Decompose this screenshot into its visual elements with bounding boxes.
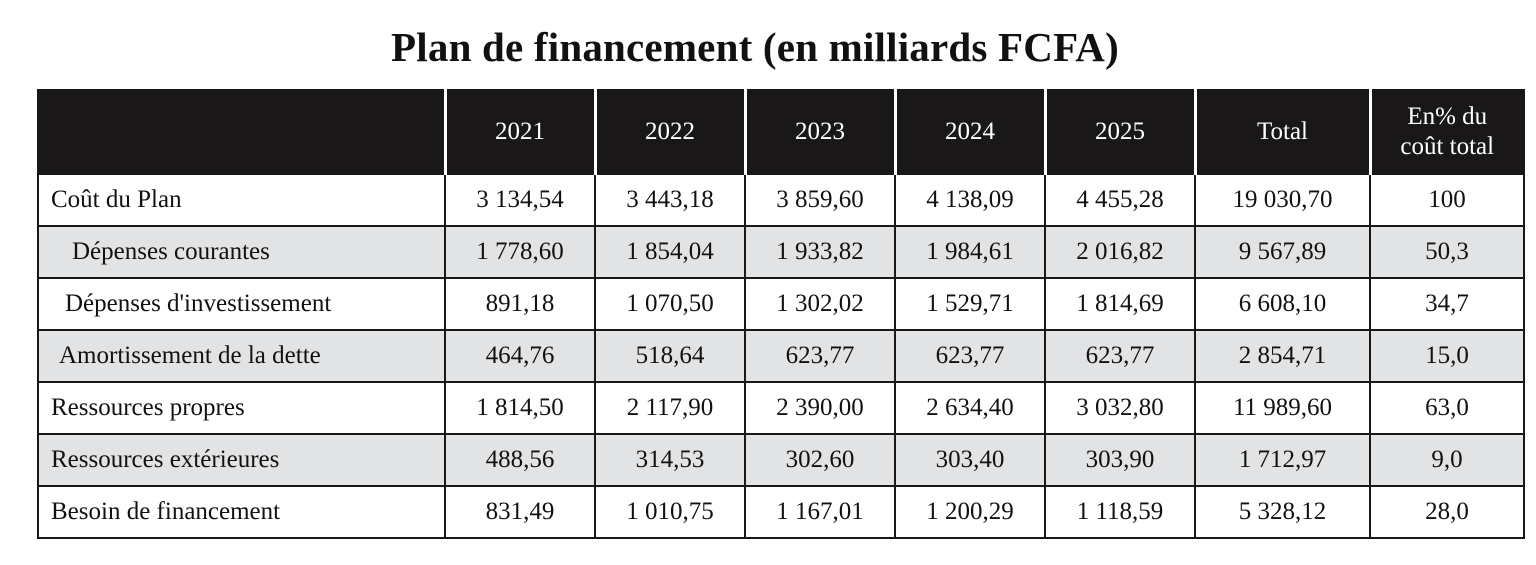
cell-2023: 1 167,01 [744,485,896,539]
cell-total: 5 328,12 [1194,485,1371,539]
cell-2024: 303,40 [894,433,1046,487]
cell-percent: 15,0 [1369,329,1525,383]
row-label: Amortissement de la dette [37,329,446,383]
table-row: Ressources propres 1 814,50 2 117,90 2 3… [37,381,1525,435]
cell-2025: 303,90 [1044,433,1196,487]
cell-2022: 518,64 [594,329,746,383]
row-label: Besoin de financement [37,485,446,539]
header-year-2023: 2023 [743,89,897,175]
cell-2021: 488,56 [444,433,596,487]
header-year-2022: 2022 [593,89,747,175]
row-label: Dépenses d'investissement [37,277,446,331]
table-row: Dépenses d'investissement 891,18 1 070,5… [37,277,1525,331]
cell-2023: 2 390,00 [744,381,896,435]
table-row: Dépenses courantes 1 778,60 1 854,04 1 9… [37,225,1525,279]
cell-2022: 3 443,18 [594,173,746,227]
cell-2022: 314,53 [594,433,746,487]
header-label-cell [37,89,447,175]
cell-2023: 1 302,02 [744,277,896,331]
row-label: Ressources propres [37,381,446,435]
header-total: Total [1193,89,1372,175]
cell-total: 19 030,70 [1194,173,1371,227]
header-percent-line1: En% du [1407,103,1488,130]
cell-total: 11 989,60 [1194,381,1371,435]
table-row: Besoin de financement 831,49 1 010,75 1 … [37,485,1525,539]
cell-2022: 1 854,04 [594,225,746,279]
cell-percent: 50,3 [1369,225,1525,279]
cell-2022: 1 010,75 [594,485,746,539]
row-label: Dépenses courantes [37,225,446,279]
cell-2024: 2 634,40 [894,381,1046,435]
cell-percent: 63,0 [1369,381,1525,435]
cell-total: 6 608,10 [1194,277,1371,331]
financing-table: 2021 2022 2023 2024 2025 Total En% du co… [37,89,1525,539]
cell-2021: 1 778,60 [444,225,596,279]
cell-percent: 28,0 [1369,485,1525,539]
cell-2024: 1 984,61 [894,225,1046,279]
cell-2021: 1 814,50 [444,381,596,435]
cell-2025: 3 032,80 [1044,381,1196,435]
cell-percent: 100 [1369,173,1525,227]
cell-2024: 1 200,29 [894,485,1046,539]
header-year-2024: 2024 [893,89,1047,175]
cell-2024: 1 529,71 [894,277,1046,331]
cell-2025: 1 118,59 [1044,485,1196,539]
cell-percent: 9,0 [1369,433,1525,487]
cell-2025: 623,77 [1044,329,1196,383]
cell-2025: 1 814,69 [1044,277,1196,331]
table-row: Ressources extérieures 488,56 314,53 302… [37,433,1525,487]
cell-2025: 2 016,82 [1044,225,1196,279]
row-label: Coût du Plan [37,173,446,227]
row-label: Ressources extérieures [37,433,446,487]
cell-2024: 4 138,09 [894,173,1046,227]
table-header-row: 2021 2022 2023 2024 2025 Total En% du co… [37,89,1525,175]
header-year-2021: 2021 [443,89,597,175]
cell-2022: 1 070,50 [594,277,746,331]
cell-2021: 891,18 [444,277,596,331]
header-percent-line2: coût total [1400,133,1495,160]
page-title: Plan de financement (en milliards FCFA) [391,24,1119,70]
header-percent: En% du coût total [1368,89,1525,175]
cell-percent: 34,7 [1369,277,1525,331]
table-row: Amortissement de la dette 464,76 518,64 … [37,329,1525,383]
cell-2023: 623,77 [744,329,896,383]
cell-2021: 464,76 [444,329,596,383]
cell-2025: 4 455,28 [1044,173,1196,227]
table-row: Coût du Plan 3 134,54 3 443,18 3 859,60 … [37,173,1525,227]
cell-total: 1 712,97 [1194,433,1371,487]
cell-2021: 831,49 [444,485,596,539]
cell-2023: 1 933,82 [744,225,896,279]
cell-2023: 3 859,60 [744,173,896,227]
cell-2021: 3 134,54 [444,173,596,227]
cell-2022: 2 117,90 [594,381,746,435]
cell-2024: 623,77 [894,329,1046,383]
cell-total: 9 567,89 [1194,225,1371,279]
cell-total: 2 854,71 [1194,329,1371,383]
cell-2023: 302,60 [744,433,896,487]
header-year-2025: 2025 [1043,89,1197,175]
